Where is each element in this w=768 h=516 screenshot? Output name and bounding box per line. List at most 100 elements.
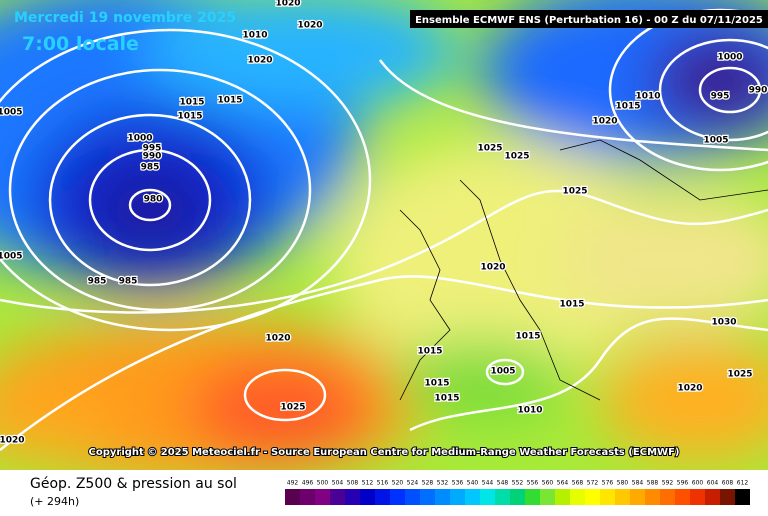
legend-value: 612 (737, 480, 749, 487)
legend-value: 556 (527, 480, 539, 487)
isobar-label: 1005 (0, 108, 23, 118)
model-banner (410, 10, 768, 28)
footer-title: Géop. Z500 & pression au sol (30, 476, 237, 492)
isobar-label: 1020 (275, 0, 300, 9)
legend-swatch (525, 489, 540, 505)
legend-value: 596 (677, 480, 689, 487)
isobar-label: 1020 (297, 21, 322, 31)
isobar-label: 1010 (635, 92, 660, 102)
legend-swatch (690, 489, 705, 505)
isobar-label: 1015 (217, 96, 242, 106)
legend-value: 496 (302, 480, 314, 487)
legend-swatch (465, 489, 480, 505)
legend-swatch (645, 489, 660, 505)
legend-swatch (585, 489, 600, 505)
legend-value: 540 (467, 480, 479, 487)
legend-swatch (450, 489, 465, 505)
legend-value: 572 (587, 480, 599, 487)
legend-value: 512 (362, 480, 374, 487)
legend-swatch (540, 489, 555, 505)
isobar-label: 1025 (504, 152, 529, 162)
isobar-label: 1015 (417, 347, 442, 357)
legend-swatch (360, 489, 375, 505)
isobar-label: 1005 (490, 367, 515, 377)
isobar-label: 1020 (677, 384, 702, 394)
legend-swatch (735, 489, 750, 505)
isobar-label: 1005 (703, 136, 728, 146)
forecast-lead: (+ 294h) (30, 495, 79, 508)
legend-swatch (345, 489, 360, 505)
isobar-label: 1015 (559, 300, 584, 310)
legend-swatch (405, 489, 420, 505)
legend-swatch (675, 489, 690, 505)
isobar-label: 1020 (247, 56, 272, 66)
legend-value: 492 (287, 480, 299, 487)
legend-value: 536 (452, 480, 464, 487)
legend: 492 496 500 504 508 512 516 520 524 528 532 536 540 5… (285, 480, 750, 505)
isobar-label: 995 (143, 144, 162, 154)
legend-value: 552 (512, 480, 524, 487)
legend-swatch (285, 489, 300, 505)
isobar-label: 1025 (477, 144, 502, 154)
legend-value: 600 (692, 480, 704, 487)
legend-value: 532 (437, 480, 449, 487)
legend-value: 604 (707, 480, 719, 487)
isobar-label: 1030 (711, 318, 736, 328)
legend-swatch (705, 489, 720, 505)
isobar-label: 1020 (0, 436, 25, 446)
isobar-label: 1010 (517, 406, 542, 416)
legend-value: 528 (422, 480, 434, 487)
legend-swatch (435, 489, 450, 505)
isobar-label: 985 (88, 277, 107, 287)
legend-value: 504 (332, 480, 344, 487)
date: Mercredi 19 novembre 2025 (14, 10, 236, 26)
legend-swatch (660, 489, 675, 505)
isobar-label: 1025 (280, 403, 305, 413)
isobars (0, 8, 768, 451)
legend-value: 564 (557, 480, 569, 487)
legend-value: 544 (482, 480, 494, 487)
legend-value: 560 (542, 480, 554, 487)
legend-swatch (510, 489, 525, 505)
isobar-label: 1020 (480, 263, 505, 273)
isobar-label: 1020 (265, 334, 290, 344)
isobar-label: 995 (711, 92, 730, 102)
legend-value: 588 (647, 480, 659, 487)
isobar-label: 990 (143, 152, 162, 162)
legend-value: 548 (497, 480, 509, 487)
legend-value: 500 (317, 480, 329, 487)
model-info: Ensemble ECMWF ENS (Perturbation 16) - 0… (415, 15, 763, 26)
isobar-label: 1005 (0, 252, 23, 262)
isobar-label: 1015 (615, 102, 640, 112)
copyright: Copyright © 2025 Meteociel.fr - Source E… (89, 447, 680, 458)
isobar-label: 1010 (242, 31, 267, 41)
legend-value: 592 (662, 480, 674, 487)
legend-swatch (615, 489, 630, 505)
isobar-label: 1000 (717, 53, 742, 63)
legend-swatch (495, 489, 510, 505)
field (0, 0, 768, 480)
isobar-label: 1025 (562, 187, 587, 197)
coastlines (399, 139, 768, 401)
legend-value: 608 (722, 480, 734, 487)
legend-value: 580 (617, 480, 629, 487)
isobar-label: 985 (141, 163, 160, 173)
legend-swatch (330, 489, 345, 505)
legend-value: 524 (407, 480, 419, 487)
legend-value: 520 (392, 480, 404, 487)
isobar-label: 1015 (424, 379, 449, 389)
legend-swatch (390, 489, 405, 505)
legend-swatch (630, 489, 645, 505)
isobar-label: 1015 (515, 332, 540, 342)
legend-swatch (420, 489, 435, 505)
legend-swatch (720, 489, 735, 505)
legend-swatch (315, 489, 330, 505)
legend-swatch (375, 489, 390, 505)
legend-value: 584 (632, 480, 644, 487)
legend-swatch (300, 489, 315, 505)
legend-swatch (570, 489, 585, 505)
isobar-label: 1015 (177, 112, 202, 122)
isobar-label: 1015 (179, 98, 204, 108)
